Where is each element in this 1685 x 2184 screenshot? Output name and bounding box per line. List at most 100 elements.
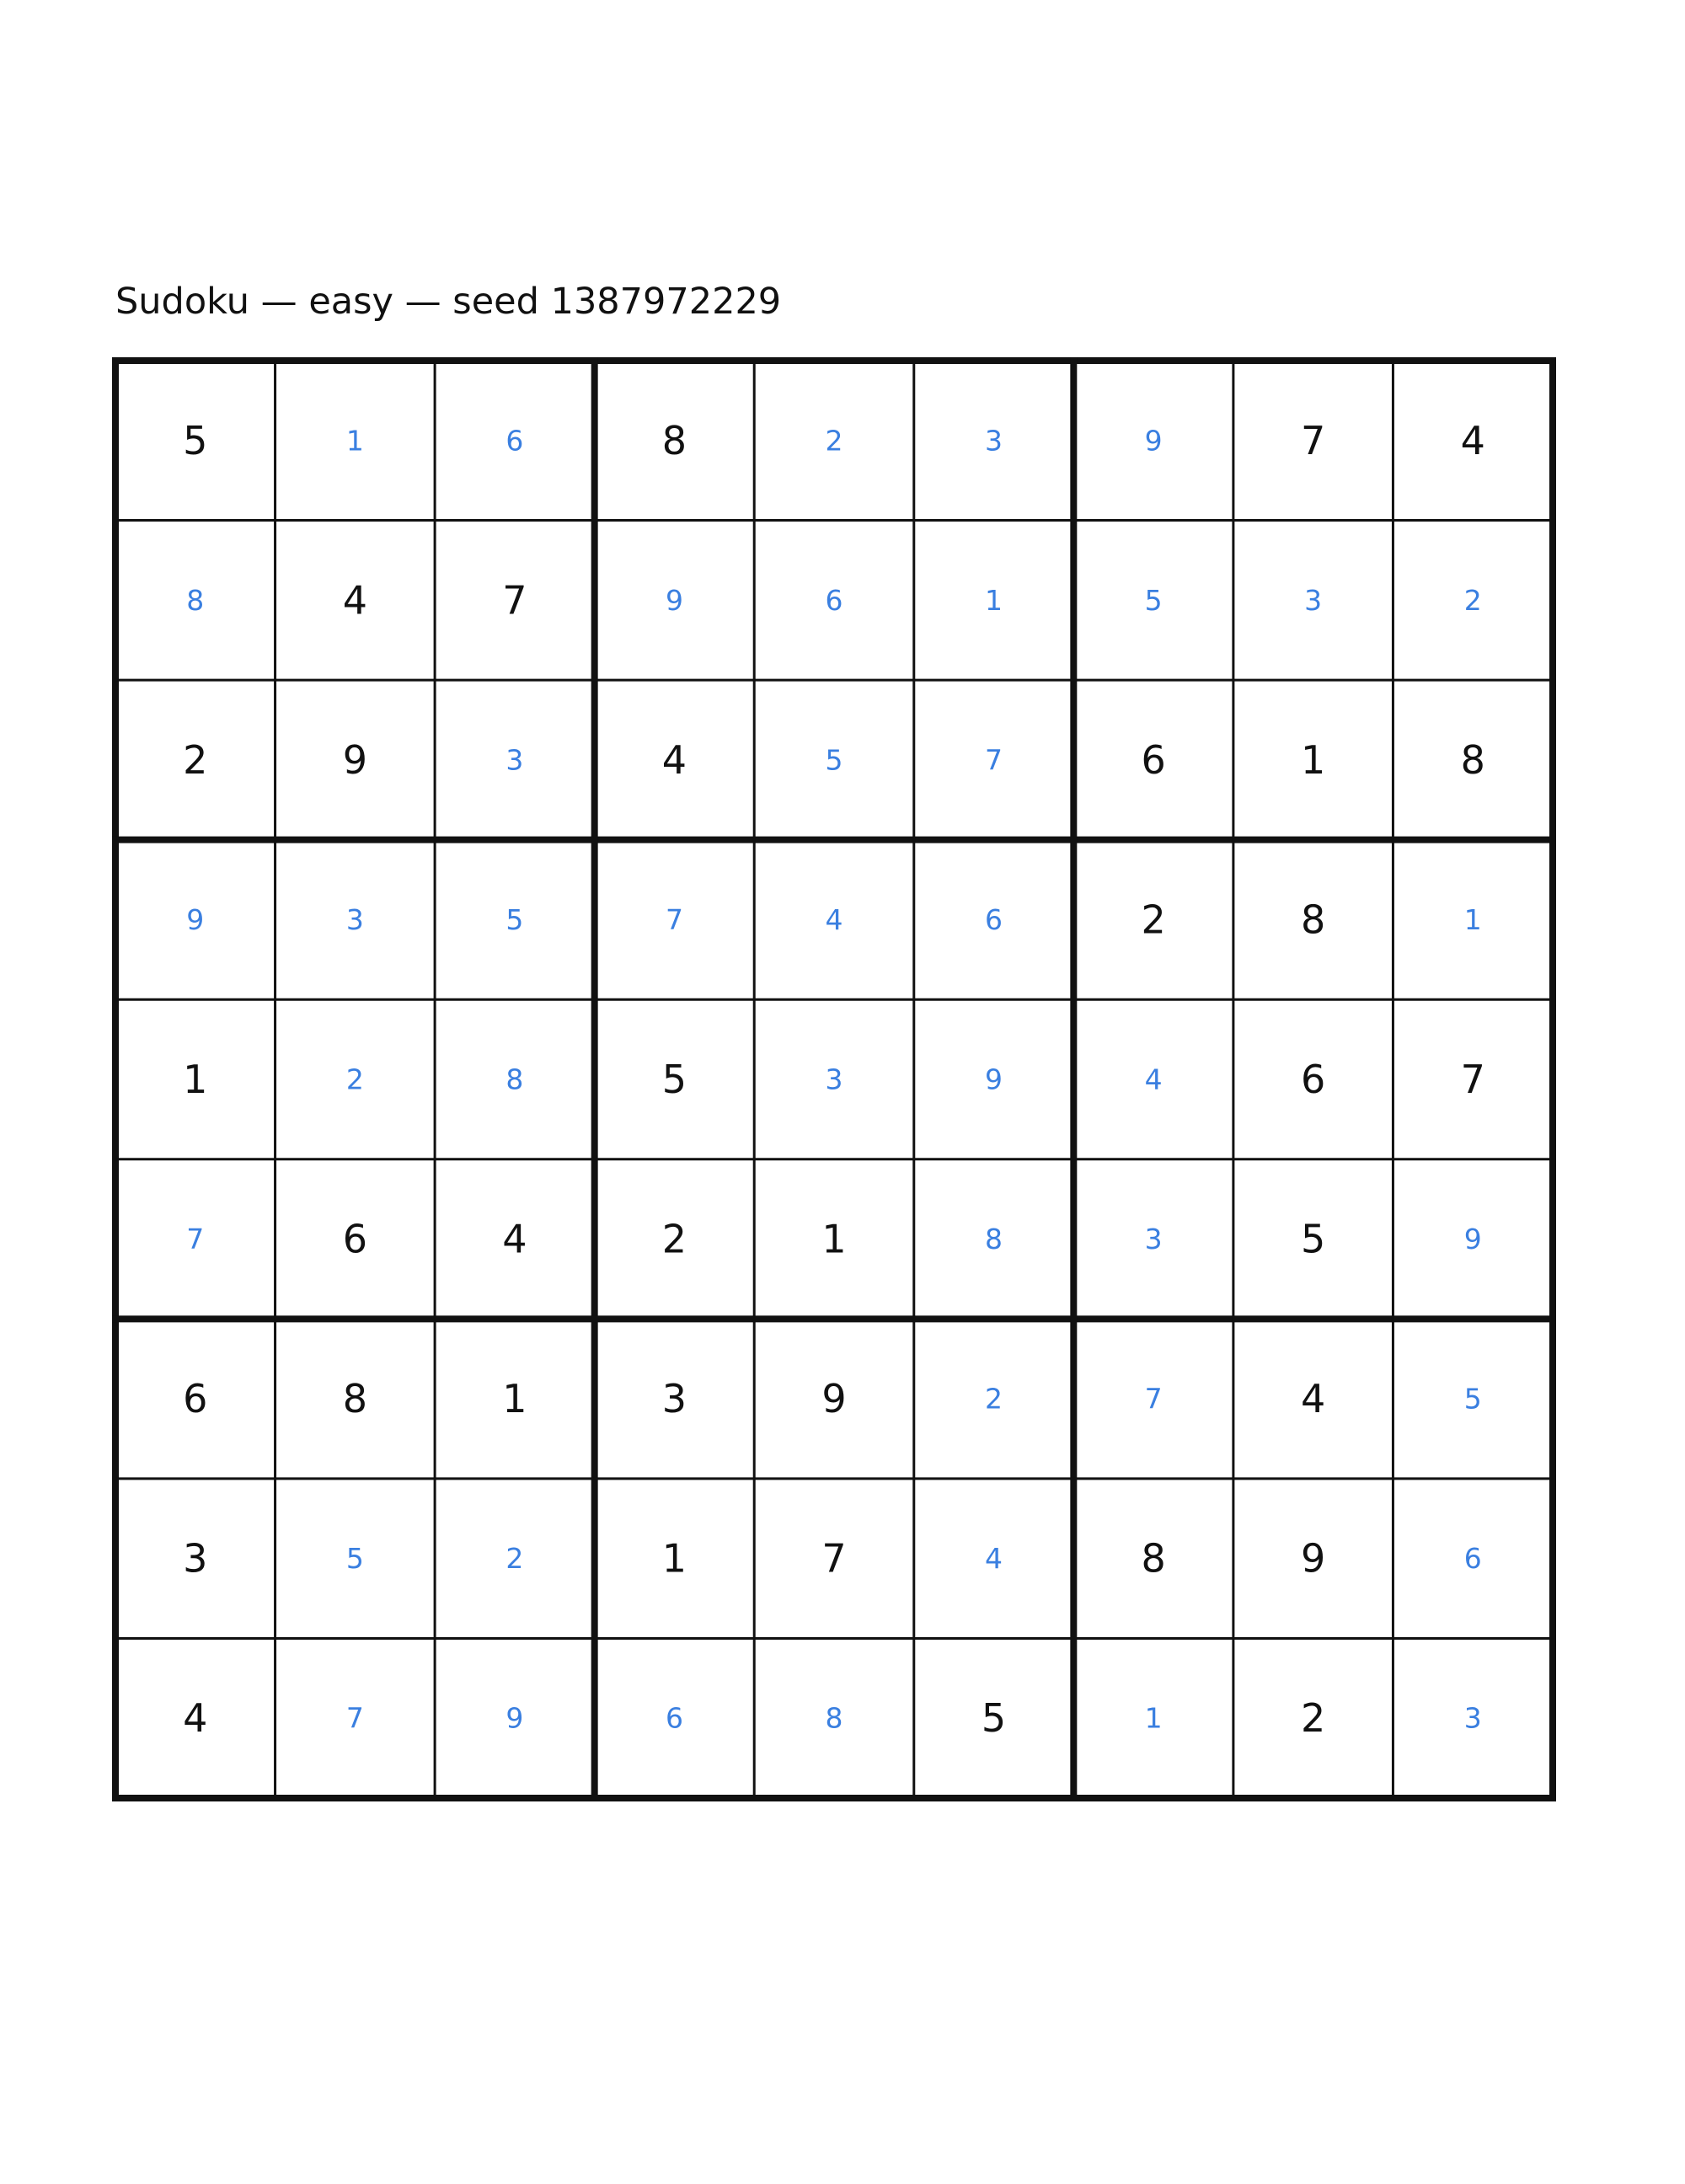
given-digit: 1 — [662, 1536, 687, 1582]
cell — [275, 999, 436, 1159]
solution-digit: 9 — [1145, 424, 1163, 457]
cell — [275, 520, 436, 681]
given-digit: 9 — [343, 737, 367, 783]
cell — [594, 361, 755, 521]
cell — [1233, 839, 1393, 1000]
cell — [435, 680, 595, 840]
solution-digit: 4 — [1145, 1063, 1163, 1096]
cell — [1233, 1159, 1393, 1320]
given-digit: 6 — [1141, 737, 1165, 783]
cell — [1073, 1638, 1233, 1798]
solution-digit: 5 — [1145, 584, 1163, 617]
given-digit: 9 — [1301, 1536, 1325, 1582]
cell — [754, 1159, 914, 1320]
cell — [913, 1478, 1074, 1639]
cell — [1073, 1159, 1233, 1320]
cell — [1073, 1319, 1233, 1479]
cell — [275, 1478, 436, 1639]
cell — [435, 839, 595, 1000]
given-digit: 6 — [343, 1217, 367, 1262]
given-digit: 1 — [821, 1217, 846, 1262]
cell — [115, 1159, 275, 1320]
cell — [1393, 1159, 1553, 1320]
solution-digit: 1 — [1464, 903, 1482, 936]
cell — [435, 1319, 595, 1479]
cell — [115, 839, 275, 1000]
solution-digit: 8 — [506, 1063, 523, 1096]
cell — [913, 520, 1074, 681]
solution-digit: 7 — [666, 903, 683, 936]
solution-digit: 8 — [186, 584, 204, 617]
cell — [913, 1319, 1074, 1479]
given-digit: 8 — [1141, 1536, 1165, 1582]
given-digit: 5 — [662, 1057, 687, 1102]
cell — [1393, 361, 1553, 521]
cell — [594, 999, 755, 1159]
cell — [435, 1159, 595, 1320]
solution-digit: 6 — [1464, 1542, 1482, 1575]
given-digit: 5 — [1301, 1217, 1325, 1262]
cell — [275, 1319, 436, 1479]
given-digit: 2 — [183, 737, 207, 783]
solution-digit: 9 — [506, 1702, 523, 1735]
cell — [913, 999, 1074, 1159]
cell — [754, 1319, 914, 1479]
given-digit: 7 — [1301, 418, 1325, 463]
solution-digit: 5 — [826, 743, 843, 776]
solution-digit: 5 — [346, 1542, 364, 1575]
cell — [275, 839, 436, 1000]
solution-digit: 2 — [346, 1063, 364, 1096]
solution-digit: 9 — [186, 903, 204, 936]
cell — [1233, 520, 1393, 681]
cell — [1073, 361, 1233, 521]
given-digit: 1 — [1301, 737, 1325, 783]
given-digit: 2 — [1141, 897, 1165, 942]
solution-digit: 7 — [1145, 1383, 1163, 1416]
given-digit: 8 — [1461, 737, 1485, 783]
given-digit: 3 — [183, 1536, 207, 1582]
solution-digit: 3 — [506, 743, 523, 776]
given-digit: 4 — [662, 737, 687, 783]
cell — [1073, 520, 1233, 681]
cell — [115, 1319, 275, 1479]
cell — [913, 680, 1074, 840]
given-digit: 4 — [502, 1217, 527, 1262]
cell — [435, 361, 595, 521]
given-digit: 5 — [183, 418, 207, 463]
cell — [1233, 361, 1393, 521]
cell — [754, 1638, 914, 1798]
given-digit: 3 — [662, 1376, 687, 1421]
cell — [594, 680, 755, 840]
solution-digit: 6 — [826, 584, 843, 617]
solution-digit: 1 — [1145, 1702, 1163, 1735]
cell — [1073, 680, 1233, 840]
solution-digit: 7 — [346, 1702, 364, 1735]
solution-digit: 5 — [506, 903, 523, 936]
cell — [115, 999, 275, 1159]
given-digit: 4 — [1461, 418, 1485, 463]
cell — [754, 1478, 914, 1639]
cell — [115, 520, 275, 681]
solution-digit: 3 — [826, 1063, 843, 1096]
solution-digit: 3 — [1145, 1223, 1163, 1255]
cell — [275, 1638, 436, 1798]
cell — [1233, 1638, 1393, 1798]
given-digit: 8 — [1301, 897, 1325, 942]
solution-digit: 6 — [666, 1702, 683, 1735]
given-digit: 7 — [821, 1536, 846, 1582]
solution-digit: 1 — [346, 424, 364, 457]
given-digit: 4 — [1301, 1376, 1325, 1421]
solution-digit: 5 — [1464, 1383, 1482, 1416]
solution-digit: 6 — [506, 424, 523, 457]
solution-digit: 6 — [985, 903, 1003, 936]
given-digit: 8 — [343, 1376, 367, 1421]
given-digit: 8 — [662, 418, 687, 463]
solution-digit: 3 — [346, 903, 364, 936]
solution-digit: 9 — [985, 1063, 1003, 1096]
given-digit: 6 — [1301, 1057, 1325, 1102]
cell — [435, 1638, 595, 1798]
solution-digit: 1 — [985, 584, 1003, 617]
cell — [1073, 1478, 1233, 1639]
